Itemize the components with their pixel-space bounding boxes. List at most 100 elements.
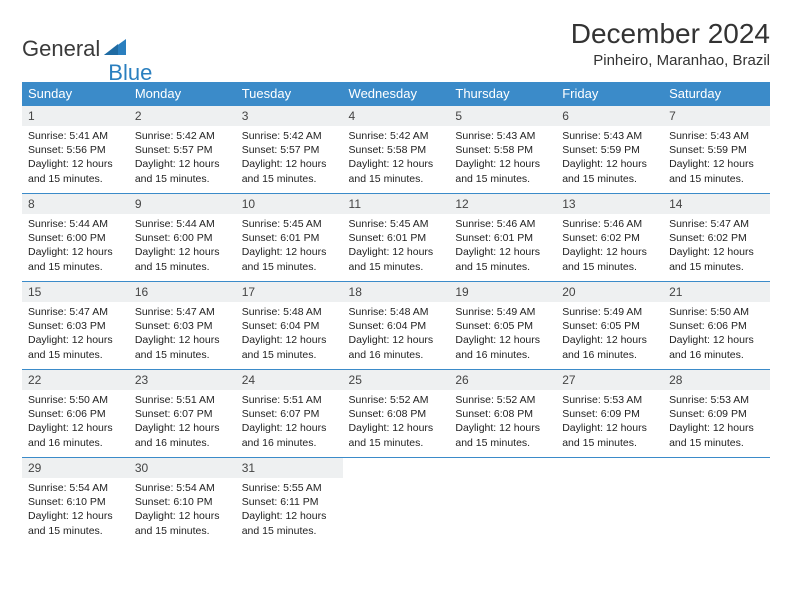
day-details: Sunrise: 5:45 AMSunset: 6:01 PMDaylight:… — [343, 214, 450, 278]
header: General Blue December 2024 Pinheiro, Mar… — [22, 18, 770, 74]
calendar-day-cell: 25Sunrise: 5:52 AMSunset: 6:08 PMDayligh… — [343, 370, 450, 458]
day-details: Sunrise: 5:50 AMSunset: 6:06 PMDaylight:… — [663, 302, 770, 366]
day-details: Sunrise: 5:52 AMSunset: 6:08 PMDaylight:… — [343, 390, 450, 454]
weekday-header: Tuesday — [236, 82, 343, 106]
weekday-header: Wednesday — [343, 82, 450, 106]
day-details: Sunrise: 5:43 AMSunset: 5:59 PMDaylight:… — [556, 126, 663, 190]
calendar-day-cell: 23Sunrise: 5:51 AMSunset: 6:07 PMDayligh… — [129, 370, 236, 458]
day-details: Sunrise: 5:52 AMSunset: 6:08 PMDaylight:… — [449, 390, 556, 454]
calendar-week-row: 8Sunrise: 5:44 AMSunset: 6:00 PMDaylight… — [22, 194, 770, 282]
day-number: 28 — [663, 370, 770, 390]
day-number: 1 — [22, 106, 129, 126]
calendar-day-cell: 4Sunrise: 5:42 AMSunset: 5:58 PMDaylight… — [343, 106, 450, 194]
calendar-day-cell: 7Sunrise: 5:43 AMSunset: 5:59 PMDaylight… — [663, 106, 770, 194]
day-number: 8 — [22, 194, 129, 214]
calendar-day-cell: 17Sunrise: 5:48 AMSunset: 6:04 PMDayligh… — [236, 282, 343, 370]
day-number: 25 — [343, 370, 450, 390]
day-number: 7 — [663, 106, 770, 126]
day-details: Sunrise: 5:48 AMSunset: 6:04 PMDaylight:… — [236, 302, 343, 366]
month-title: December 2024 — [571, 18, 770, 50]
day-number: 18 — [343, 282, 450, 302]
calendar-day-cell: 8Sunrise: 5:44 AMSunset: 6:00 PMDaylight… — [22, 194, 129, 282]
calendar-day-cell: 5Sunrise: 5:43 AMSunset: 5:58 PMDaylight… — [449, 106, 556, 194]
calendar-week-row: 15Sunrise: 5:47 AMSunset: 6:03 PMDayligh… — [22, 282, 770, 370]
day-details: Sunrise: 5:54 AMSunset: 6:10 PMDaylight:… — [129, 478, 236, 542]
day-number: 29 — [22, 458, 129, 478]
day-number: 15 — [22, 282, 129, 302]
day-details: Sunrise: 5:44 AMSunset: 6:00 PMDaylight:… — [129, 214, 236, 278]
day-number: 27 — [556, 370, 663, 390]
day-details: Sunrise: 5:54 AMSunset: 6:10 PMDaylight:… — [22, 478, 129, 542]
day-details: Sunrise: 5:53 AMSunset: 6:09 PMDaylight:… — [663, 390, 770, 454]
day-details: Sunrise: 5:48 AMSunset: 6:04 PMDaylight:… — [343, 302, 450, 366]
calendar-day-cell — [449, 458, 556, 546]
calendar-day-cell: 14Sunrise: 5:47 AMSunset: 6:02 PMDayligh… — [663, 194, 770, 282]
day-details: Sunrise: 5:47 AMSunset: 6:03 PMDaylight:… — [129, 302, 236, 366]
day-number: 12 — [449, 194, 556, 214]
day-number: 23 — [129, 370, 236, 390]
calendar-day-cell: 12Sunrise: 5:46 AMSunset: 6:01 PMDayligh… — [449, 194, 556, 282]
day-number: 19 — [449, 282, 556, 302]
calendar-day-cell: 15Sunrise: 5:47 AMSunset: 6:03 PMDayligh… — [22, 282, 129, 370]
calendar-day-cell — [663, 458, 770, 546]
calendar-day-cell: 2Sunrise: 5:42 AMSunset: 5:57 PMDaylight… — [129, 106, 236, 194]
day-number: 6 — [556, 106, 663, 126]
day-number: 11 — [343, 194, 450, 214]
calendar-day-cell: 31Sunrise: 5:55 AMSunset: 6:11 PMDayligh… — [236, 458, 343, 546]
calendar-day-cell: 18Sunrise: 5:48 AMSunset: 6:04 PMDayligh… — [343, 282, 450, 370]
day-details: Sunrise: 5:46 AMSunset: 6:02 PMDaylight:… — [556, 214, 663, 278]
title-block: December 2024 Pinheiro, Maranhao, Brazil — [571, 18, 770, 69]
day-number: 5 — [449, 106, 556, 126]
calendar-day-cell: 24Sunrise: 5:51 AMSunset: 6:07 PMDayligh… — [236, 370, 343, 458]
calendar-day-cell: 29Sunrise: 5:54 AMSunset: 6:10 PMDayligh… — [22, 458, 129, 546]
day-details: Sunrise: 5:42 AMSunset: 5:58 PMDaylight:… — [343, 126, 450, 190]
weekday-header: Friday — [556, 82, 663, 106]
calendar-day-cell: 22Sunrise: 5:50 AMSunset: 6:06 PMDayligh… — [22, 370, 129, 458]
logo: General Blue — [22, 18, 152, 74]
day-details: Sunrise: 5:53 AMSunset: 6:09 PMDaylight:… — [556, 390, 663, 454]
calendar-day-cell: 6Sunrise: 5:43 AMSunset: 5:59 PMDaylight… — [556, 106, 663, 194]
day-details: Sunrise: 5:45 AMSunset: 6:01 PMDaylight:… — [236, 214, 343, 278]
weekday-header: Thursday — [449, 82, 556, 106]
calendar-day-cell: 20Sunrise: 5:49 AMSunset: 6:05 PMDayligh… — [556, 282, 663, 370]
day-number: 24 — [236, 370, 343, 390]
day-number: 14 — [663, 194, 770, 214]
calendar-day-cell — [343, 458, 450, 546]
calendar-day-cell: 3Sunrise: 5:42 AMSunset: 5:57 PMDaylight… — [236, 106, 343, 194]
day-details: Sunrise: 5:49 AMSunset: 6:05 PMDaylight:… — [449, 302, 556, 366]
logo-text-general: General — [22, 36, 100, 62]
calendar-day-cell: 9Sunrise: 5:44 AMSunset: 6:00 PMDaylight… — [129, 194, 236, 282]
logo-text-blue: Blue — [108, 60, 152, 86]
day-details: Sunrise: 5:43 AMSunset: 5:59 PMDaylight:… — [663, 126, 770, 190]
day-number: 2 — [129, 106, 236, 126]
calendar-day-cell: 27Sunrise: 5:53 AMSunset: 6:09 PMDayligh… — [556, 370, 663, 458]
weekday-header: Saturday — [663, 82, 770, 106]
day-details: Sunrise: 5:41 AMSunset: 5:56 PMDaylight:… — [22, 126, 129, 190]
calendar-day-cell: 26Sunrise: 5:52 AMSunset: 6:08 PMDayligh… — [449, 370, 556, 458]
day-details: Sunrise: 5:50 AMSunset: 6:06 PMDaylight:… — [22, 390, 129, 454]
day-number: 10 — [236, 194, 343, 214]
day-details: Sunrise: 5:43 AMSunset: 5:58 PMDaylight:… — [449, 126, 556, 190]
calendar-day-cell: 13Sunrise: 5:46 AMSunset: 6:02 PMDayligh… — [556, 194, 663, 282]
day-number: 16 — [129, 282, 236, 302]
day-details: Sunrise: 5:42 AMSunset: 5:57 PMDaylight:… — [236, 126, 343, 190]
day-number: 31 — [236, 458, 343, 478]
logo-triangle-icon — [104, 37, 130, 62]
day-details: Sunrise: 5:42 AMSunset: 5:57 PMDaylight:… — [129, 126, 236, 190]
day-details: Sunrise: 5:46 AMSunset: 6:01 PMDaylight:… — [449, 214, 556, 278]
day-number: 20 — [556, 282, 663, 302]
day-details: Sunrise: 5:47 AMSunset: 6:03 PMDaylight:… — [22, 302, 129, 366]
day-details: Sunrise: 5:44 AMSunset: 6:00 PMDaylight:… — [22, 214, 129, 278]
day-details: Sunrise: 5:51 AMSunset: 6:07 PMDaylight:… — [236, 390, 343, 454]
day-number: 30 — [129, 458, 236, 478]
day-number: 9 — [129, 194, 236, 214]
day-number: 21 — [663, 282, 770, 302]
calendar-table: Sunday Monday Tuesday Wednesday Thursday… — [22, 82, 770, 546]
calendar-day-cell — [556, 458, 663, 546]
calendar-week-row: 29Sunrise: 5:54 AMSunset: 6:10 PMDayligh… — [22, 458, 770, 546]
calendar-week-row: 1Sunrise: 5:41 AMSunset: 5:56 PMDaylight… — [22, 106, 770, 194]
calendar-day-cell: 28Sunrise: 5:53 AMSunset: 6:09 PMDayligh… — [663, 370, 770, 458]
day-details: Sunrise: 5:51 AMSunset: 6:07 PMDaylight:… — [129, 390, 236, 454]
location-label: Pinheiro, Maranhao, Brazil — [571, 52, 770, 69]
day-details: Sunrise: 5:47 AMSunset: 6:02 PMDaylight:… — [663, 214, 770, 278]
